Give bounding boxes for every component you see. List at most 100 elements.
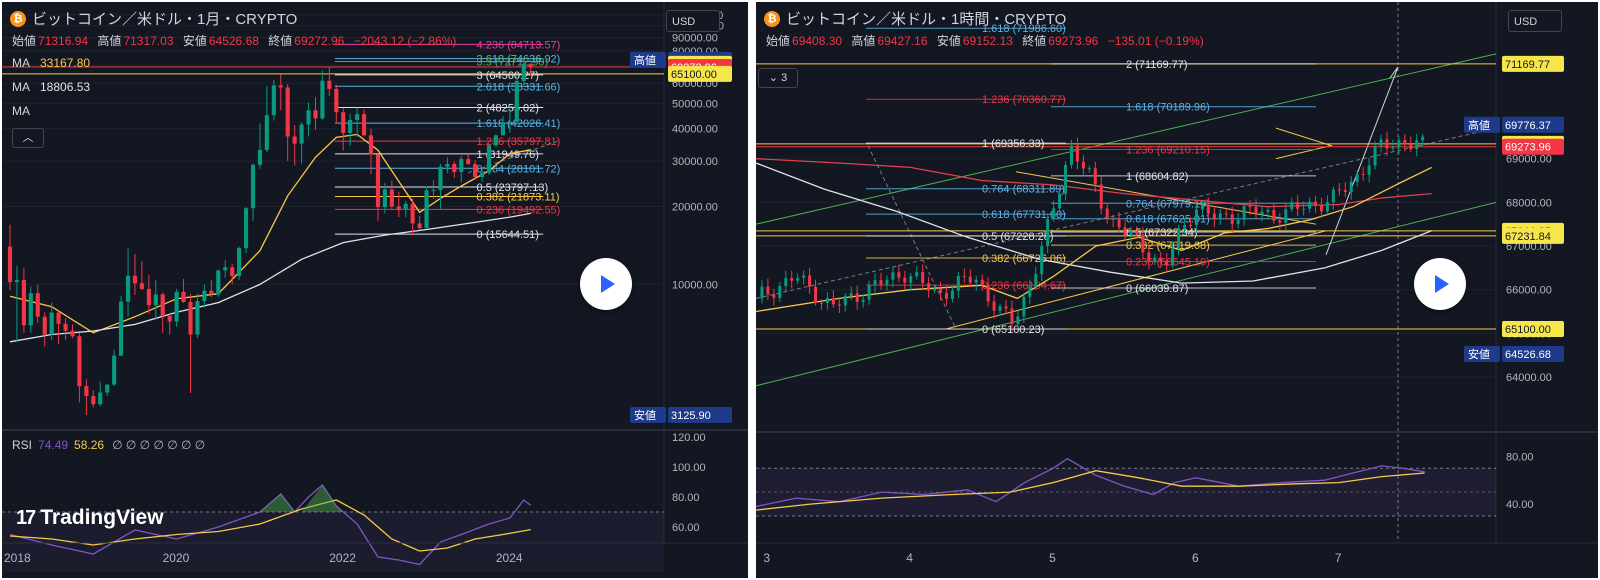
candle-body — [1242, 206, 1246, 220]
rsi-axis-label: 60.00 — [672, 522, 700, 534]
candle-body — [802, 275, 806, 278]
candle-body — [998, 306, 1002, 311]
price-axis-label: 30000.00 — [672, 156, 718, 168]
candle-body — [1361, 173, 1365, 175]
candle-body — [950, 290, 954, 299]
candle-body — [313, 110, 318, 119]
candle-body — [271, 85, 276, 116]
candle-body — [1111, 218, 1115, 220]
close-label: 終値 — [268, 34, 293, 48]
candle-body — [796, 277, 800, 281]
candle-body — [915, 272, 919, 277]
candle-body — [63, 323, 68, 331]
candle-body — [1272, 209, 1276, 221]
bitcoin-icon: ₿ — [10, 10, 26, 27]
candle-body — [389, 189, 394, 207]
hourly-chart-panel[interactable]: 69000.0068000.0067000.0066000.0065000.00… — [756, 2, 1598, 578]
candle-body — [188, 301, 193, 335]
candle-body — [445, 163, 450, 167]
candle-body — [891, 272, 895, 280]
candle-body — [1290, 202, 1294, 210]
candle-body — [424, 190, 429, 229]
candle-body — [962, 276, 966, 278]
ma-legend-1[interactable]: MA 33167.80 — [12, 56, 90, 70]
rsi-legend[interactable]: RSI 74.49 58.26 ∅ ∅ ∅ ∅ ∅ ∅ ∅ — [12, 438, 205, 452]
candle-body — [237, 248, 242, 276]
channel-lower-line — [756, 201, 1497, 387]
price-axis-label: 20000.00 — [672, 202, 718, 214]
rsi-label: RSI — [12, 438, 33, 452]
time-axis-label: 5 — [1049, 551, 1056, 565]
candle-body — [1415, 140, 1419, 150]
candle-body — [84, 386, 89, 397]
channel-mid-line — [756, 127, 1497, 299]
time-axis-label: 3 — [763, 551, 770, 565]
tradingview-logo[interactable]: 17 TradingView — [16, 506, 164, 530]
candle-body — [944, 292, 948, 299]
hourly-chart-canvas[interactable]: 69000.0068000.0067000.0066000.0065000.00… — [756, 2, 1598, 578]
symbol-title[interactable]: ビットコイン／米ドル・1月・CRYPTO — [32, 11, 298, 28]
price-tag-bg — [1502, 346, 1564, 363]
rsi-empty-values: ∅ ∅ ∅ ∅ ∅ ∅ ∅ — [112, 438, 206, 452]
candle-body — [341, 112, 346, 133]
fib-level-label: 0.618 (67625.01) — [1126, 214, 1210, 226]
candle-body — [417, 223, 422, 229]
candle-body — [521, 63, 526, 82]
currency-selector[interactable]: USD — [1508, 10, 1562, 32]
candle-body — [139, 283, 144, 289]
candle-body — [1403, 139, 1407, 145]
indicator-count: 3 — [781, 72, 788, 84]
fib-level-label: 1.618 (70189.96) — [1126, 102, 1210, 114]
candle-body — [1373, 145, 1377, 166]
currency-selector[interactable]: USD — [666, 10, 720, 32]
candle-body — [849, 293, 853, 296]
candle-body — [500, 122, 506, 136]
ma-legend-3[interactable]: MA — [12, 104, 40, 118]
candle-body — [174, 291, 179, 322]
price-tag-label-bg — [1464, 116, 1500, 133]
support-trend-line — [945, 230, 1327, 330]
close-value: 69273.96 — [1048, 34, 1099, 48]
high-value: 71317.03 — [123, 34, 174, 48]
fib-level-label: 1 (68604.82) — [1126, 171, 1188, 183]
ma-legend-2[interactable]: MA 18806.53 — [12, 80, 90, 94]
monthly-chart-panel[interactable]: 110000.00100000.0090000.0080000.0070000.… — [2, 2, 748, 578]
play-button[interactable] — [580, 258, 632, 310]
candle-body — [1010, 308, 1014, 324]
candle-body — [153, 294, 158, 306]
price-tag-bg — [1502, 227, 1564, 244]
candle-body — [778, 285, 782, 298]
candle-body — [1319, 205, 1323, 212]
ma-value: 18806.53 — [40, 80, 91, 94]
price-tag-label: 高値 — [1468, 118, 1490, 132]
candle-body — [974, 279, 978, 283]
fib-level-label: 1.618 (42026.41) — [477, 118, 561, 130]
play-button[interactable] — [1414, 258, 1466, 310]
fib-level-label: 0 (15644.51) — [477, 229, 539, 241]
candle-body — [766, 286, 770, 295]
monthly-chart-canvas[interactable]: 110000.00100000.0090000.0080000.0070000.… — [2, 2, 748, 578]
collapse-legend-button[interactable]: ︿ — [12, 128, 44, 148]
ma-label: MA — [12, 80, 30, 94]
price-tag-value: 64526.68 — [1505, 349, 1551, 361]
low-label: 安値 — [936, 34, 961, 48]
candle-body — [396, 206, 401, 210]
candle-body — [146, 288, 151, 306]
price-axis-label: 66000.00 — [1506, 285, 1552, 297]
candle-body — [278, 85, 283, 88]
price-tag-label-bg — [630, 407, 666, 423]
price-axis-label: 90000.00 — [672, 33, 718, 45]
candle-body — [1189, 224, 1193, 226]
symbol-title[interactable]: ビットコイン／米ドル・1時間・CRYPTO — [786, 11, 1067, 28]
candle-body — [1296, 202, 1300, 209]
fib-level-label: 1.236 (69210.15) — [1126, 144, 1210, 156]
candle-body — [299, 124, 304, 144]
candle-body — [1284, 209, 1288, 223]
candle-body — [1004, 306, 1008, 309]
candle-body — [334, 88, 339, 113]
indicator-toggle-button[interactable]: ⌄ 3 — [758, 68, 798, 88]
price-tag-value: 69776.37 — [1505, 120, 1551, 132]
candle-body — [1302, 208, 1306, 210]
candle-body — [452, 163, 457, 172]
ma-value: 33167.80 — [40, 56, 91, 70]
